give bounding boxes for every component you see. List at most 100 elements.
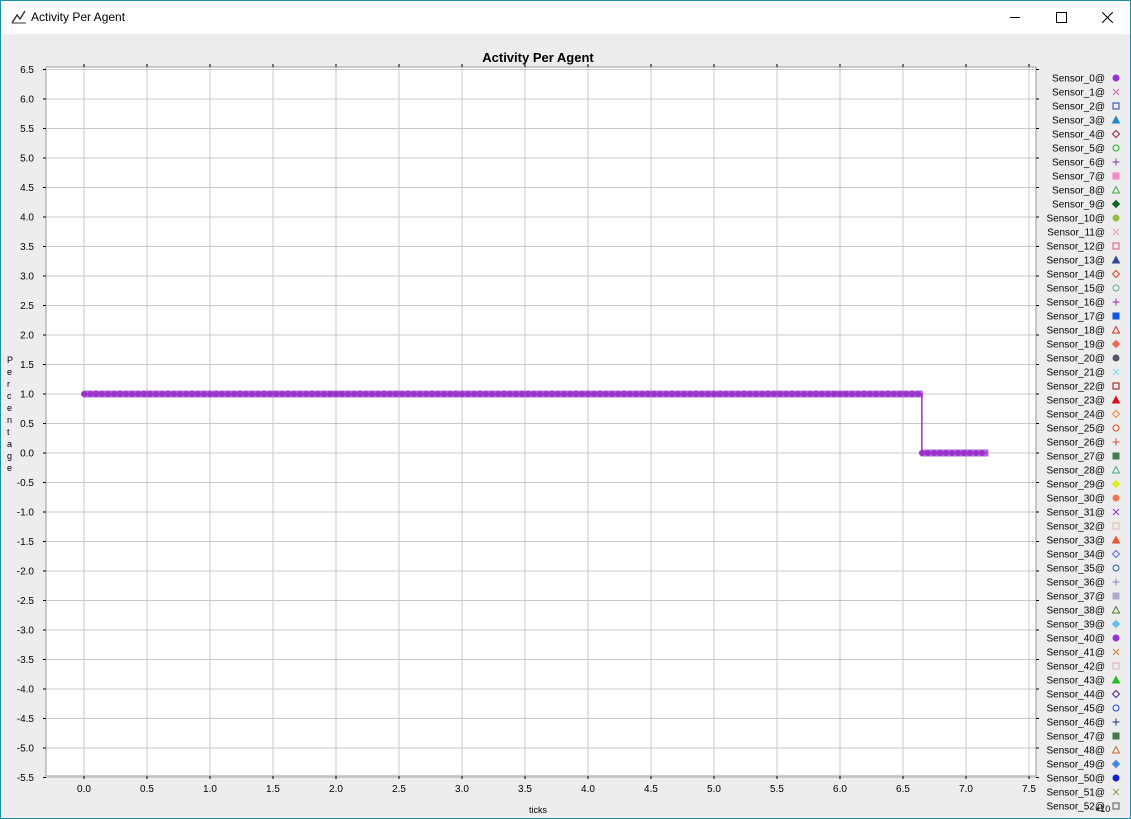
series-point [972,450,979,456]
series-point [759,391,765,397]
series-point [909,391,915,397]
legend-label: Sensor_18@ [1046,326,1105,337]
legend: Sensor_0@ Sensor_1@ Sensor_2@ Sensor_3@ Sens… [1046,74,1121,813]
chart-title: Activity Per Agent [482,50,594,65]
legend-marker [1112,312,1120,320]
series-point [93,391,99,397]
legend-item: Sensor_27@ [1046,452,1120,463]
legend-item: Sensor_46@ [1046,718,1120,729]
series-point [873,391,879,397]
legend-item: Sensor_52@ [1046,802,1120,813]
legend-item: Sensor_21@ [1046,368,1120,379]
legend-item: Sensor_43@ [1046,675,1121,687]
legend-label: Sensor_6@ [1052,158,1105,169]
legend-item: Sensor_16@ [1046,298,1120,309]
series-point [837,391,843,397]
series-point [507,391,513,397]
series-point [723,391,729,397]
x-tick-label: 3.0 [455,784,469,795]
legend-item: Sensor_41@ [1046,648,1120,659]
series-point [225,391,231,397]
x-tick-label: 7.0 [959,784,973,795]
legend-marker [1111,549,1121,559]
legend-marker [1112,774,1120,782]
legend-label: Sensor_41@ [1046,648,1105,659]
series-point [879,391,885,397]
legend-label: Sensor_0@ [1052,74,1105,85]
legend-label: Sensor_5@ [1052,144,1105,155]
series-point [573,391,579,397]
series-point [357,391,363,397]
legend-item: Sensor_10@ [1046,214,1120,225]
legend-label: Sensor_11@ [1047,228,1105,239]
maximize-icon [1055,12,1067,23]
legend-item: Sensor_14@ [1046,270,1121,281]
series-point [525,391,531,397]
y-tick-label: -5.5 [17,773,35,784]
legend-item: Sensor_22@ [1046,382,1120,393]
y-tick-label: 5.5 [20,124,34,135]
legend-item: Sensor_50@ [1046,774,1120,785]
legend-marker [1112,634,1120,642]
legend-item: Sensor_36@ [1046,578,1120,589]
maximize-button[interactable] [1038,1,1084,34]
series-point [639,391,645,397]
window-title: Activity Per Agent [31,10,126,24]
legend-marker [1112,494,1120,502]
x-tick-label: 2.5 [392,784,406,795]
series-point [936,450,943,456]
legend-item: Sensor_45@ [1046,704,1120,715]
legend-label: Sensor_9@ [1052,200,1105,211]
legend-item: Sensor_9@ [1052,200,1121,211]
legend-item: Sensor_13@ [1046,255,1121,267]
series-point [165,391,171,397]
legend-label: Sensor_50@ [1046,774,1105,785]
series-point [795,391,801,397]
legend-label: Sensor_43@ [1046,676,1105,687]
series-point [423,391,429,397]
series-point [777,391,783,397]
series-point [255,391,261,397]
minimize-button[interactable] [992,1,1038,34]
legend-marker [1112,592,1120,600]
x-axis-ticks: 0.0 0.5 1.0 1.5 2.0 2.5 3.0 3.5 4.0 4.5 5.0 5.5 6.0 6… [77,64,1036,795]
plot-background [45,66,1037,777]
legend-label: Sensor_52@ [1046,802,1105,813]
legend-item: Sensor_7@ [1052,172,1120,183]
series-point [801,391,807,397]
series-point [843,391,849,397]
series-point [141,391,147,397]
legend-marker [1111,605,1121,614]
series-point [231,391,237,397]
legend-marker [1111,185,1121,194]
series-point [531,391,537,397]
title-bar[interactable]: Activity Per Agent [1,1,1130,34]
y-tick-label: -4.5 [17,714,35,725]
legend-label: Sensor_47@ [1046,732,1105,743]
legend-marker [1111,255,1121,264]
x-tick-label: 0.5 [140,784,154,795]
series-point [930,450,937,456]
legend-marker [1112,284,1120,292]
legend-marker [1112,704,1120,712]
legend-item: Sensor_12@ [1046,242,1120,253]
series-point [807,391,813,397]
legend-label: Sensor_1@ [1052,88,1105,99]
series-point [405,391,411,397]
legend-marker [1111,479,1121,489]
series-point [267,391,273,397]
x-tick-label: 2.0 [329,784,343,795]
x-tick-label: 4.5 [644,784,658,795]
x-tick-label: 3.5 [518,784,532,795]
series-point [645,391,651,397]
legend-marker [1111,535,1121,544]
series-point [195,391,201,397]
legend-item: Sensor_34@ [1046,549,1121,561]
legend-marker [1111,759,1121,769]
legend-item: Sensor_35@ [1046,564,1120,575]
legend-marker [1112,88,1120,96]
close-button[interactable] [1084,1,1130,34]
series-layer [81,390,989,457]
